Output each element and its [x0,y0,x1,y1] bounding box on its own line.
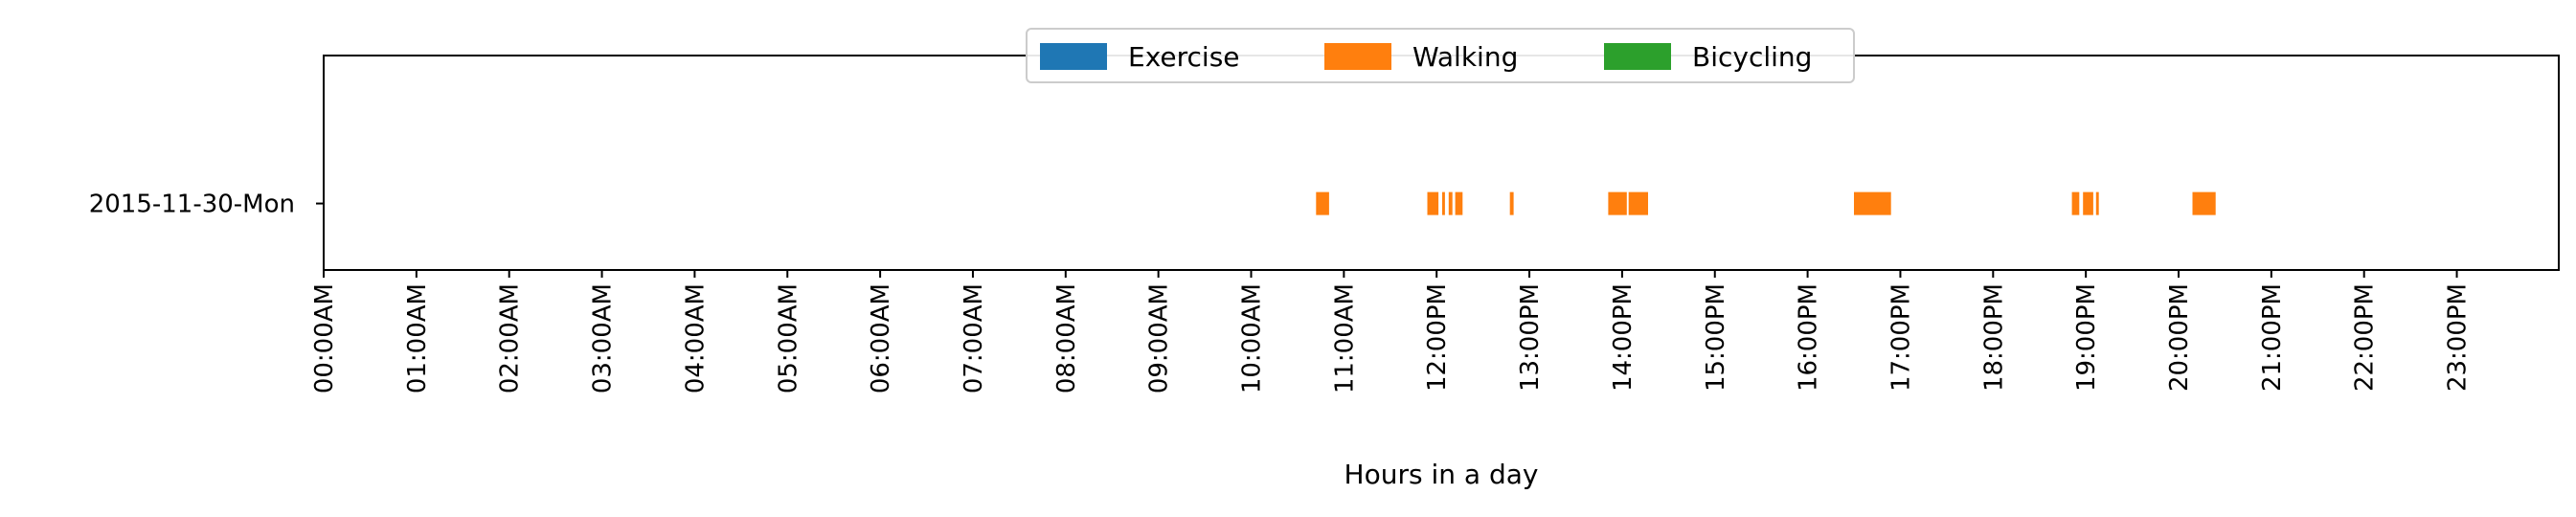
x-tick-label: 02:00AM [496,283,525,393]
bar-segment [1509,191,1514,215]
x-tick-label: 21:00PM [2258,283,2287,392]
x-tick-label: 11:00AM [1330,283,1359,393]
x-tick-label: 20:00PM [2165,283,2194,392]
bar-segment [1455,191,1463,215]
bar-segment [1854,191,1891,215]
x-tick-label: 15:00PM [1702,283,1730,392]
x-axis-label: Hours in a day [1344,459,1539,490]
bar-segment [1427,191,1439,215]
x-tick-label: 09:00AM [1145,283,1174,393]
bar-segment [1442,191,1445,215]
bars-layer [1316,191,2216,215]
x-tick-label: 03:00AM [589,283,618,393]
x-tick-label: 12:00PM [1423,283,1452,392]
x-tick-label: 10:00AM [1238,283,1267,393]
x-tick-label: 01:00AM [403,283,432,393]
legend-swatch [1040,43,1107,70]
bar-segment [2083,191,2093,215]
x-tick-label: 05:00AM [774,283,802,393]
bar-segment [1628,191,1648,215]
legend-swatch [1324,43,1391,70]
y-tick-label: 2015-11-30-Mon [89,191,295,219]
x-tick-label: 14:00PM [1609,283,1638,392]
x-tick-label: 04:00AM [681,283,710,393]
x-tick-label: 23:00PM [2444,283,2473,392]
x-tick-label: 17:00PM [1887,283,1915,392]
legend-label: Exercise [1128,41,1240,73]
x-tick-label: 19:00PM [2072,283,2101,392]
bar-segment [1448,191,1453,215]
bar-segment [2095,191,2099,215]
bar-segment [2071,191,2080,215]
legend-label: Walking [1412,41,1518,73]
x-tick-label: 18:00PM [1979,283,2008,392]
bar-segment [1316,191,1329,215]
x-axis: 00:00AM 01:00AM 02:00AM 03:00AM 04:00AM 05:00… [310,270,2473,393]
x-tick-label: 00:00AM [310,283,339,393]
x-tick-label: 06:00AM [867,283,895,393]
x-tick-label: 22:00PM [2351,283,2380,392]
legend-label: Bicycling [1692,41,1812,73]
legend-swatch [1604,43,1671,70]
x-tick-label: 07:00AM [960,283,988,393]
bar-segment [1608,191,1627,215]
x-tick-label: 13:00PM [1516,283,1545,392]
bar-segment [2192,191,2216,215]
y-axis: 2015-11-30-Mon [89,191,324,219]
x-tick-label: 16:00PM [1795,283,1823,392]
x-tick-label: 08:00AM [1052,283,1081,393]
plot-area [324,56,2559,270]
legend: Exercise Walking Bicycling [1026,28,1855,83]
